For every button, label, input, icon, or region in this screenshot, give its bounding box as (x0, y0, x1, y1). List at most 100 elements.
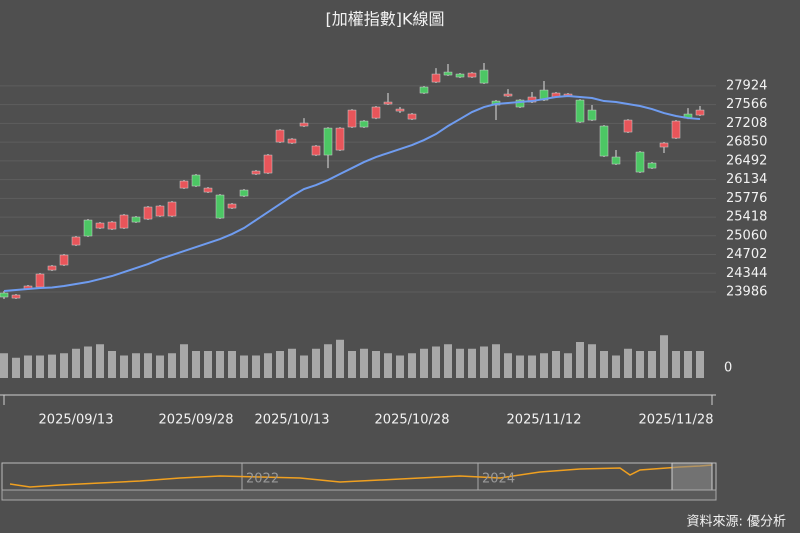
volume-bar (432, 346, 440, 378)
y-tick-label: 26492 (726, 153, 767, 168)
volume-bar (552, 351, 560, 378)
candle-body (311, 145, 321, 156)
volume-bar (168, 353, 176, 378)
volume-bar (240, 355, 248, 378)
y-tick-label: 27924 (726, 78, 767, 93)
volume-bar (228, 351, 236, 378)
candle-body (635, 151, 645, 173)
volume-bar (204, 351, 212, 378)
x-tick-label: 2025/09/13 (39, 413, 114, 428)
candle-body (419, 86, 429, 94)
navigator-label: 2022 (246, 472, 279, 487)
source: 資料來源: 優分析 (686, 515, 786, 530)
volume-bar (564, 353, 572, 378)
x-tick-label: 2025/09/28 (159, 413, 234, 428)
candle-body (215, 194, 225, 219)
volume-bar (480, 346, 488, 378)
y-tick-label: 26134 (726, 172, 767, 187)
volume-bar (408, 353, 416, 378)
volume-bar (132, 353, 140, 378)
volume-bar (516, 355, 524, 378)
volume-bar (396, 355, 404, 378)
candle-body (107, 221, 117, 230)
navigator-line (9, 464, 713, 488)
volume-bar (192, 351, 200, 378)
y-tick-label: 27208 (726, 116, 767, 131)
volume-bar (264, 353, 272, 378)
candle-body (203, 187, 213, 193)
navigator: 2022 2024 (1, 462, 717, 501)
x-tick-label: 2025/11/28 (639, 413, 714, 428)
candle-body (299, 122, 309, 127)
navigator-label: 2024 (482, 472, 515, 487)
candle-body (575, 99, 585, 123)
volume-bar (0, 353, 8, 378)
x-tick-label: 2025/10/13 (255, 413, 330, 428)
volume-bar (384, 353, 392, 378)
moving-average (3, 95, 701, 293)
candle-body (599, 125, 609, 157)
candle-body (623, 119, 633, 133)
candle-body (275, 129, 285, 143)
candle-body (479, 69, 489, 84)
candle-body (143, 206, 153, 220)
volume-bar (588, 344, 596, 378)
volume-bar (60, 353, 68, 378)
y-tick-label: 25060 (726, 228, 767, 243)
x-tick-label: 2025/10/28 (375, 413, 450, 428)
volume-bar (612, 355, 620, 378)
candle-body (179, 180, 189, 189)
candle-body (119, 214, 129, 229)
volume-bar (72, 348, 80, 378)
volume-bar (696, 351, 704, 378)
candle-body (587, 109, 597, 121)
candle-body (647, 162, 657, 169)
volume-bar (444, 344, 452, 378)
y-tick-label: 23986 (726, 285, 767, 300)
candle-body (431, 73, 441, 83)
volume-bar (324, 344, 332, 378)
candle-body (359, 120, 369, 128)
volume-bar (180, 344, 188, 378)
scrollbar[interactable] (1, 489, 717, 501)
volume-bar (456, 348, 464, 378)
candle-body (695, 109, 705, 116)
candle-body (515, 99, 525, 108)
volume-bar (576, 342, 584, 378)
candle-body (503, 93, 513, 97)
candle-body (35, 273, 45, 288)
volume-tick-label: 0 (724, 361, 732, 376)
volume-bar (120, 355, 128, 378)
x-tick-label: 2025/11/12 (507, 413, 582, 428)
y-tick-label: 26850 (726, 135, 767, 150)
candle-body (11, 294, 21, 299)
candle-body (659, 142, 669, 148)
chart-title: [加權指數]K線圖 (326, 10, 445, 29)
volume-bar (648, 351, 656, 378)
volume-bar (684, 351, 692, 378)
candle-body (59, 254, 69, 266)
y-tick-label: 25776 (726, 191, 767, 206)
volume-bar (36, 355, 44, 378)
volume-bar (96, 344, 104, 378)
volume-bar (504, 353, 512, 378)
candle-body (131, 216, 141, 223)
candle-body (155, 205, 165, 217)
volume-bar (276, 351, 284, 378)
candle-body (383, 101, 393, 105)
candle-body (467, 72, 477, 78)
candle-body (611, 156, 621, 165)
volume-bar (252, 355, 260, 378)
volume-bar (672, 351, 680, 378)
candle-body (95, 222, 105, 229)
candle-body (347, 109, 357, 128)
candle-body (47, 265, 57, 271)
candle-body (335, 127, 345, 151)
volume-bar (48, 354, 56, 378)
volume-bar (12, 357, 20, 378)
volume-bar (348, 351, 356, 378)
volume-bar (144, 353, 152, 378)
candle-body (0, 292, 9, 298)
